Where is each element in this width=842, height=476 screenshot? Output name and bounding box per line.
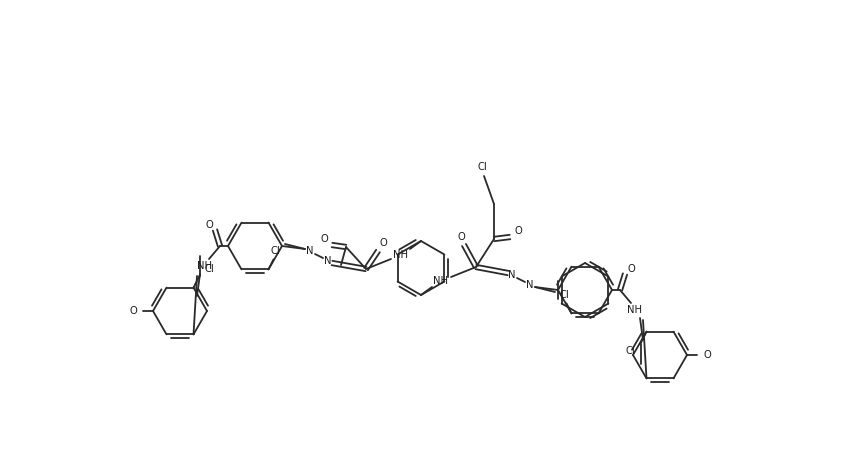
Text: NH: NH [198,261,212,271]
Text: O: O [130,306,137,316]
Text: Cl: Cl [477,162,487,172]
Text: Cl: Cl [205,264,215,274]
Text: Cl: Cl [560,290,569,300]
Text: O: O [320,234,328,244]
Text: O: O [457,232,465,242]
Text: N: N [306,246,314,256]
Text: NH: NH [434,276,449,286]
Text: Cl: Cl [270,247,280,257]
Text: Cl: Cl [626,346,636,356]
Text: N: N [526,280,534,290]
Text: O: O [627,264,635,274]
Text: O: O [205,220,213,230]
Text: N: N [509,270,516,280]
Text: O: O [379,238,386,248]
Text: NH: NH [627,305,642,315]
Text: O: O [703,350,711,360]
Text: O: O [514,226,522,236]
Text: N: N [324,256,332,266]
Text: NH: NH [393,250,408,260]
